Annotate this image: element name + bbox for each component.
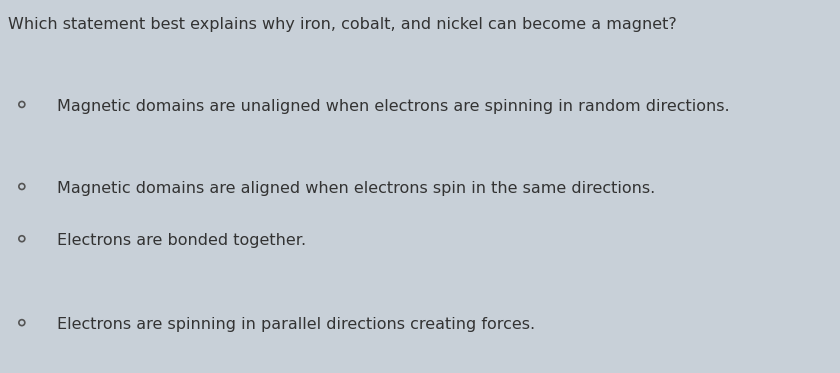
Text: Which statement best explains why iron, cobalt, and nickel can become a magnet?: Which statement best explains why iron, …	[8, 17, 677, 32]
Text: Electrons are spinning in parallel directions creating forces.: Electrons are spinning in parallel direc…	[57, 317, 535, 332]
Text: Electrons are bonded together.: Electrons are bonded together.	[57, 233, 307, 248]
Text: Magnetic domains are aligned when electrons spin in the same directions.: Magnetic domains are aligned when electr…	[57, 181, 655, 196]
Text: Magnetic domains are unaligned when electrons are spinning in random directions.: Magnetic domains are unaligned when elec…	[57, 99, 730, 114]
